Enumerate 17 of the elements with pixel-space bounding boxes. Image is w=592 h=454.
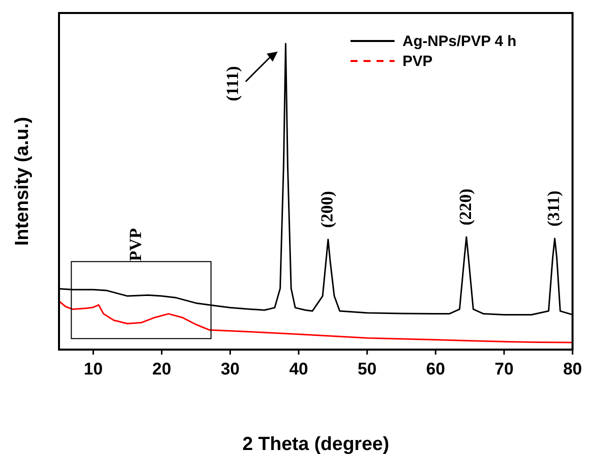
x-tick-label: 80 xyxy=(563,359,582,378)
annotation: (111) xyxy=(223,66,242,102)
annotation: PVP xyxy=(126,228,145,262)
annotation: (220) xyxy=(456,188,475,226)
legend-label: Ag-NPs/PVP 4 h xyxy=(402,33,516,50)
x-axis-title: 2 Theta (degree) xyxy=(242,434,390,454)
x-tick-label: 70 xyxy=(494,359,514,378)
x-tick-label: 40 xyxy=(289,359,308,378)
annotation: (311) xyxy=(544,190,564,226)
x-tick-label: 20 xyxy=(152,359,172,378)
x-tick-label: 30 xyxy=(220,359,240,378)
annotation: (200) xyxy=(317,191,336,228)
legend-label: PVP xyxy=(402,53,433,70)
y-axis-title: Intensity (a.u.) xyxy=(12,116,33,246)
x-tick-label: 10 xyxy=(84,359,103,378)
x-tick-label: 50 xyxy=(358,359,377,378)
x-tick-label: 60 xyxy=(426,359,446,378)
